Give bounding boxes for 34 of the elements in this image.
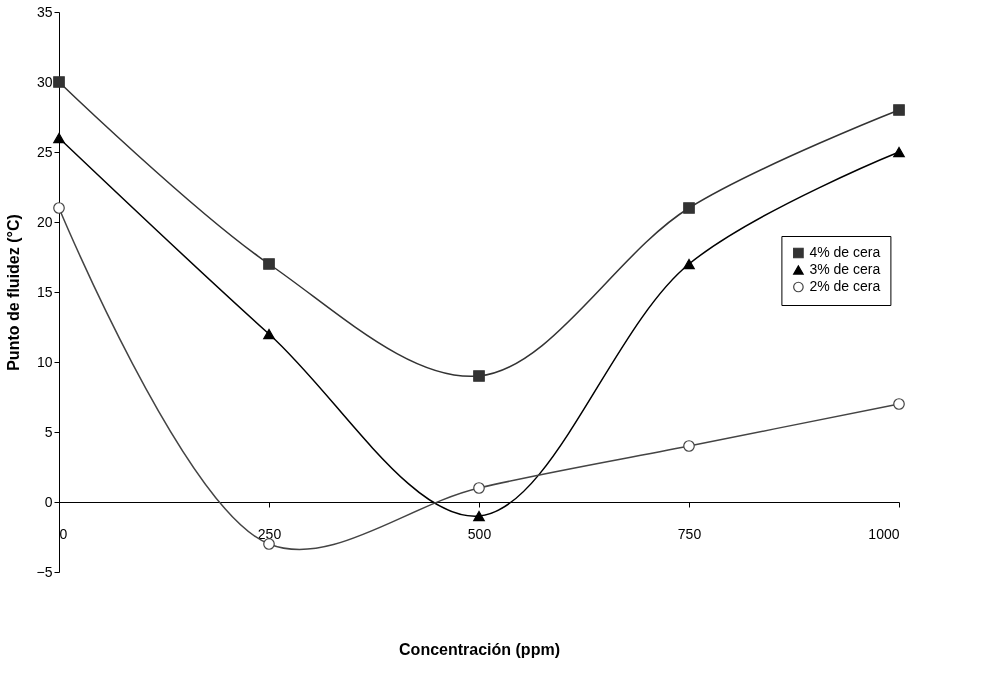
- point: [263, 258, 275, 270]
- y-tick-label: 30: [36, 73, 53, 90]
- y-tick-label: 0: [44, 493, 53, 510]
- x-axis-title: Concentración (ppm): [399, 640, 560, 658]
- point: [53, 132, 65, 144]
- point: [683, 258, 695, 270]
- x-tick-label: 250: [257, 525, 282, 542]
- y-tick-label: 10: [36, 353, 53, 370]
- y-axis-title: Punto de fluidez (°C): [4, 214, 22, 371]
- legend-label: 2% de cera: [809, 278, 881, 294]
- point: [473, 482, 485, 494]
- y-tick-label: −5: [36, 563, 53, 580]
- y-tick-label: 15: [36, 283, 53, 300]
- point: [893, 104, 905, 116]
- x-tick-label: 500: [467, 525, 492, 542]
- x-tick-label: 750: [677, 525, 702, 542]
- point: [893, 146, 905, 158]
- x-tick-label: 0: [59, 525, 68, 542]
- y-tick-label: 35: [36, 3, 53, 20]
- point: [893, 398, 905, 410]
- point: [473, 510, 485, 522]
- point: [53, 76, 65, 88]
- point: [53, 202, 65, 214]
- point: [263, 538, 275, 550]
- point: [683, 440, 695, 452]
- point: [263, 328, 275, 340]
- point: [683, 202, 695, 214]
- point: [473, 370, 485, 382]
- y-tick-label: 25: [36, 143, 53, 160]
- x-tick-label: 1000: [868, 525, 900, 542]
- legend-label: 4% de cera: [809, 244, 881, 260]
- y-tick-label: 5: [44, 423, 53, 440]
- y-tick-label: 20: [36, 213, 53, 230]
- legend-label: 3% de cera: [809, 261, 881, 277]
